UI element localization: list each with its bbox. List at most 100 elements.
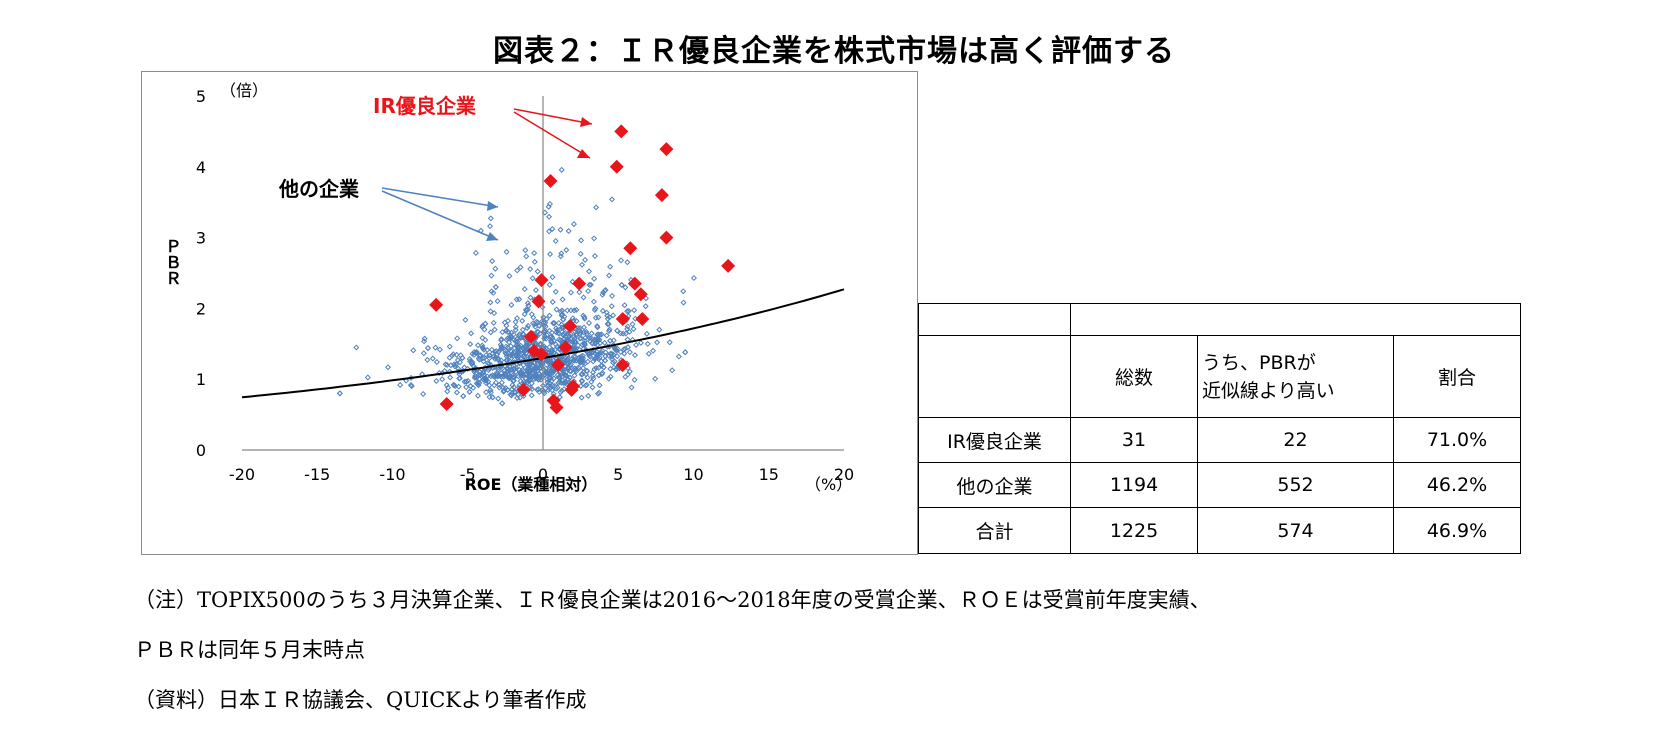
other-company-point xyxy=(517,264,524,271)
other-company-point xyxy=(525,322,532,329)
other-company-point xyxy=(450,351,457,358)
other-company-point xyxy=(571,372,578,379)
ir-company-point xyxy=(633,287,648,302)
other-company-point xyxy=(487,308,494,315)
other-company-point xyxy=(589,384,596,391)
header-ratio: 割合 xyxy=(1393,335,1521,418)
other-company-point xyxy=(690,274,697,282)
other-company-point xyxy=(526,361,533,368)
x-axis-title: ROE（業種相対） xyxy=(465,475,598,494)
other-company-point xyxy=(486,382,493,389)
other-company-point xyxy=(591,253,598,260)
other-company-point xyxy=(557,253,564,260)
other-company-point xyxy=(578,237,585,244)
other-company-point xyxy=(650,347,657,354)
other-company-point xyxy=(475,355,482,362)
other-company-point xyxy=(524,342,531,349)
other-company-point xyxy=(479,342,486,349)
other-company-point xyxy=(626,328,633,335)
other-company-point xyxy=(606,272,613,279)
other-company-point xyxy=(535,386,542,393)
other-company-point xyxy=(452,382,459,390)
y-unit-label: （倍） xyxy=(220,81,268,100)
ir-company-point xyxy=(627,276,642,291)
other-company-point xyxy=(586,268,593,275)
other-company-point xyxy=(546,228,553,235)
other-company-point xyxy=(586,319,593,326)
other-company-point xyxy=(557,337,564,344)
other-company-point xyxy=(336,390,343,397)
ir-company-point xyxy=(566,379,581,394)
other-company-point xyxy=(587,281,594,288)
other-company-point xyxy=(599,347,606,354)
other-company-point xyxy=(643,330,650,337)
ir-company-point xyxy=(721,258,736,273)
other-company-point xyxy=(556,374,563,381)
other-company-point xyxy=(577,329,584,336)
other-company-point xyxy=(598,371,605,378)
other-company-point xyxy=(420,390,427,397)
other-company-point xyxy=(454,357,461,364)
other-company-point xyxy=(488,346,495,353)
other-company-point xyxy=(580,359,587,366)
ir-company-point xyxy=(523,329,538,344)
other-company-point xyxy=(645,350,652,357)
other-company-point xyxy=(610,359,617,366)
row-ratio: 46.2% xyxy=(1393,462,1521,508)
other-company-point xyxy=(592,305,599,312)
ir-company-point xyxy=(615,312,630,327)
other-company-point xyxy=(502,343,510,350)
other-company-point xyxy=(555,320,562,327)
ir-annotation-label: IR優良企業 xyxy=(373,94,477,118)
other-company-point xyxy=(476,379,483,386)
y-tick-label: 3 xyxy=(196,229,206,248)
ir-company-point xyxy=(551,358,566,373)
other-company-point xyxy=(628,384,635,391)
other-company-point xyxy=(540,388,547,395)
other-company-point xyxy=(577,250,584,257)
other-company-point xyxy=(631,352,639,359)
other-company-point xyxy=(474,342,481,349)
other-company-point xyxy=(581,314,588,321)
other-company-point xyxy=(534,268,541,275)
other-company-point xyxy=(654,339,661,346)
ir-company-point xyxy=(609,159,624,174)
other-company-point xyxy=(563,356,570,363)
other-company-point xyxy=(494,298,501,305)
ir-company-point xyxy=(572,276,587,291)
other-company-point xyxy=(467,383,474,390)
other-company-point xyxy=(621,302,628,309)
other-company-point xyxy=(550,375,557,382)
other-company-point xyxy=(421,335,428,342)
ir-company-point xyxy=(614,124,629,139)
other-company-point xyxy=(601,339,608,346)
other-company-point xyxy=(637,339,644,346)
other-company-point xyxy=(622,330,629,337)
other-company-point xyxy=(577,358,584,365)
other-company-point xyxy=(606,326,613,333)
other-company-point xyxy=(520,362,527,369)
other-company-point xyxy=(512,338,519,345)
other-company-point xyxy=(565,227,572,234)
other-company-point xyxy=(591,355,598,362)
other-company-point xyxy=(581,340,588,347)
other-company-point xyxy=(500,384,507,391)
other-company-point xyxy=(578,394,585,401)
other-company-point xyxy=(489,258,496,265)
other-company-point xyxy=(511,356,518,363)
other-company-point xyxy=(563,247,570,254)
other-company-point xyxy=(469,360,476,367)
other-company-point xyxy=(429,355,436,362)
other-company-point xyxy=(514,338,521,345)
other-company-point xyxy=(507,373,514,380)
other-company-point xyxy=(591,350,598,357)
ir-company-point xyxy=(654,188,669,203)
other-company-point xyxy=(550,337,557,344)
x-tick-label: -15 xyxy=(304,465,330,484)
y-tick-label: 0 xyxy=(196,441,206,460)
other-company-point xyxy=(482,380,490,387)
other-company-point xyxy=(612,345,619,352)
other-company-point xyxy=(546,213,553,220)
x-tick-label: -10 xyxy=(379,465,405,484)
other-company-point xyxy=(490,373,497,380)
